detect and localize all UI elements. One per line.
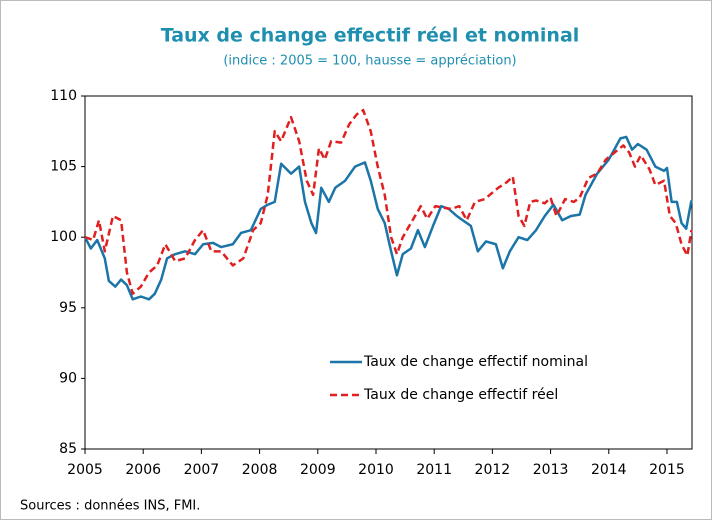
x-tick-label: 2007 [184, 462, 220, 478]
x-tick-label: 2014 [591, 462, 627, 478]
legend-label: Taux de change effectif réel [363, 387, 558, 403]
y-tick-label: 85 [59, 441, 77, 457]
x-tick-label: 2012 [475, 462, 511, 478]
source-note: Sources : données INS, FMI. [20, 499, 200, 514]
x-tick-label: 2008 [242, 462, 278, 478]
x-tick-label: 2015 [649, 462, 685, 478]
chart-subtitle: (indice : 2005 = 100, hausse = appréciat… [223, 54, 516, 69]
x-tick-label: 2009 [300, 462, 336, 478]
x-tick-label: 2013 [533, 462, 569, 478]
y-tick-label: 95 [59, 300, 77, 316]
y-tick-label: 110 [50, 88, 77, 104]
y-tick-label: 90 [59, 370, 77, 386]
y-tick-label: 105 [50, 159, 77, 175]
x-tick-label: 2010 [358, 462, 394, 478]
y-tick-label: 100 [50, 229, 77, 245]
legend-label: Taux de change effectif nominal [363, 354, 588, 370]
x-tick-label: 2006 [125, 462, 161, 478]
plot-frame [84, 95, 693, 450]
x-tick-label: 2005 [67, 462, 103, 478]
series-line [84, 108, 693, 295]
chart-title: Taux de change effectif réel et nominal [161, 25, 580, 47]
x-tick-label: 2011 [416, 462, 452, 478]
